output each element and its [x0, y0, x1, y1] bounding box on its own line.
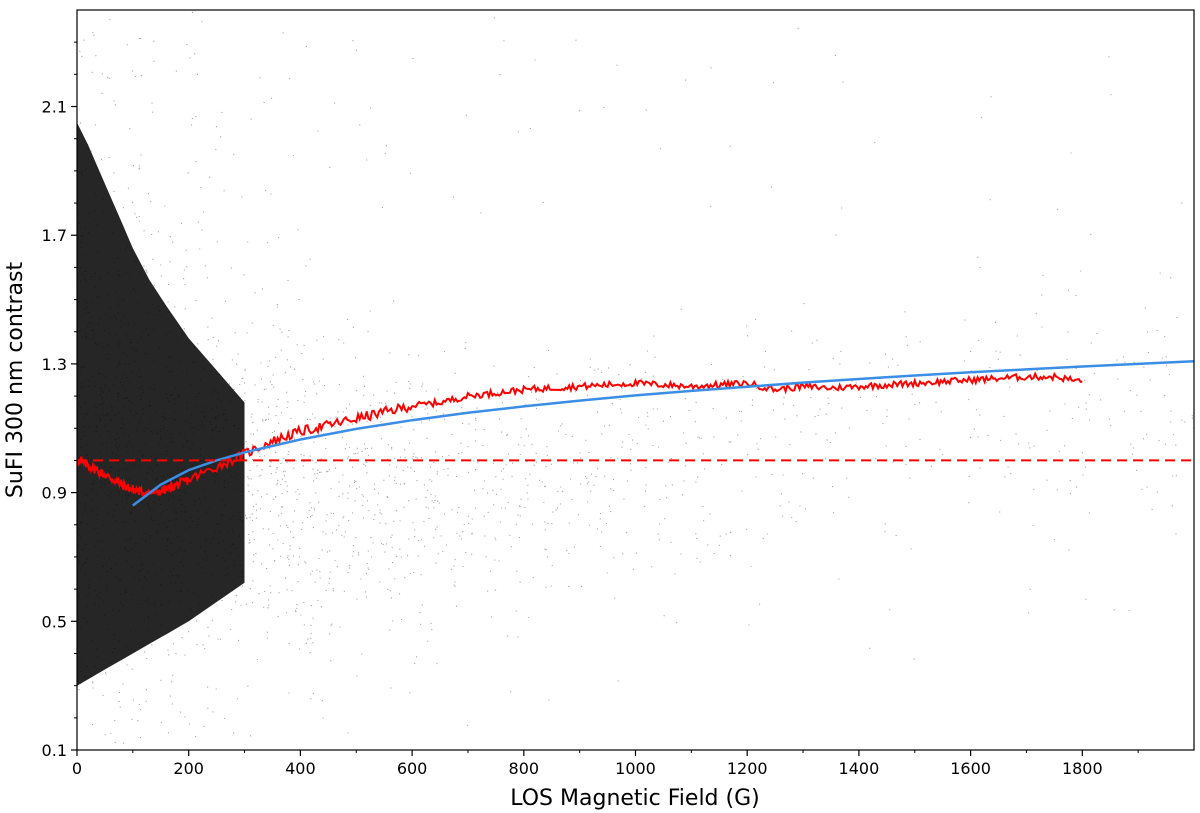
y-axis-label: SuFI 300 nm contrast — [3, 262, 28, 499]
scatter-points — [77, 11, 1194, 744]
x-tick-label: 200 — [173, 759, 204, 778]
x-tick-label: 1200 — [727, 759, 768, 778]
x-tick-label: 1800 — [1062, 759, 1103, 778]
series-lines — [77, 360, 1194, 507]
x-tick-label: 1400 — [839, 759, 880, 778]
x-tick-label: 600 — [397, 759, 428, 778]
y-tick-label: 0.9 — [42, 484, 67, 503]
x-tick-label: 1000 — [615, 759, 656, 778]
plot-area — [77, 11, 1194, 744]
x-tick-label: 0 — [72, 759, 82, 778]
x-tick-label: 1600 — [950, 759, 991, 778]
x-axis: 0 200 400 600 800 1000 1200 1400 1600 1800 — [72, 750, 1139, 778]
y-tick-label: 2.1 — [42, 98, 67, 117]
x-axis-label: LOS Magnetic Field (G) — [510, 786, 759, 811]
x-tick-label: 400 — [285, 759, 316, 778]
x-tick-label: 800 — [509, 759, 540, 778]
fit-line — [132, 360, 1194, 507]
y-tick-label: 0.1 — [42, 741, 67, 760]
y-tick-label: 0.5 — [42, 612, 67, 631]
scatter-dense-core — [77, 122, 245, 686]
y-tick-label: 1.3 — [42, 355, 67, 374]
y-axis: 0.1 0.5 0.9 1.3 1.7 2.1 — [42, 41, 77, 760]
y-tick-label: 1.7 — [42, 226, 67, 245]
